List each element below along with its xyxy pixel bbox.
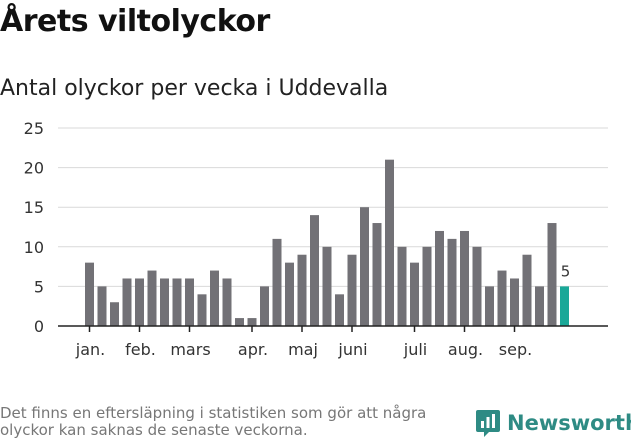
bar	[372, 223, 382, 326]
x-tick-label: juni	[337, 340, 367, 359]
x-tick-label: juli	[403, 340, 427, 359]
y-tick-label: 5	[34, 277, 44, 296]
bar	[535, 286, 544, 326]
x-axis: jan. feb. mars apr. maj juni juli aug. sep.	[58, 325, 608, 359]
bar	[85, 262, 94, 326]
y-tick-label: 15	[24, 198, 44, 217]
y-tick-label: 20	[24, 159, 44, 178]
page-title: Årets viltolyckor	[0, 4, 270, 39]
bar	[222, 278, 232, 326]
bar	[247, 318, 257, 326]
x-tick-label: sep.	[499, 340, 532, 359]
bar	[410, 262, 419, 326]
bar	[560, 286, 569, 326]
bar	[197, 294, 207, 326]
y-tick-label: 0	[34, 317, 44, 336]
bar	[397, 246, 407, 326]
footnote: Det finns en eftersläpning i statistiken…	[0, 404, 427, 439]
x-tick-label: jan.	[75, 340, 105, 359]
bar	[460, 230, 469, 326]
bar	[447, 238, 457, 326]
bar	[435, 230, 444, 326]
bar	[272, 238, 282, 326]
bar-chart: 0 5 10 15 20 25 jan. feb. mars apr. maj juni juli au…	[24, 119, 608, 359]
bar	[285, 262, 294, 326]
bar	[322, 246, 332, 326]
y-tick-label: 10	[24, 238, 44, 257]
bar	[422, 246, 432, 326]
bar	[510, 278, 519, 326]
y-axis: 0 5 10 15 20 25	[24, 119, 44, 336]
newsworthy-logo-icon	[476, 410, 500, 437]
bar	[185, 278, 194, 326]
y-tick-label: 25	[24, 119, 44, 138]
bar	[385, 159, 394, 326]
bar	[472, 246, 482, 326]
bar	[297, 254, 307, 326]
brand-logo: Newsworthy	[475, 408, 631, 438]
bar	[335, 294, 344, 326]
bar	[260, 286, 269, 326]
x-tick-label: feb.	[125, 340, 156, 359]
x-tick-label: apr.	[238, 340, 268, 359]
bar	[97, 286, 107, 326]
bar	[360, 207, 369, 326]
bar	[310, 215, 319, 326]
chart-subtitle: Antal olyckor per vecka i Uddevalla	[0, 76, 389, 101]
bar	[122, 278, 132, 326]
bar	[347, 254, 357, 326]
bar	[147, 270, 157, 326]
data-label: 5	[561, 262, 571, 280]
bar	[485, 286, 494, 326]
x-tick-label: aug.	[448, 340, 483, 359]
x-tick-label: mars	[170, 340, 210, 359]
bar	[172, 278, 182, 326]
brand-name: Newsworthy	[507, 411, 631, 435]
x-tick-label: maj	[288, 340, 318, 359]
bar	[522, 254, 532, 326]
bar	[497, 270, 507, 326]
bar	[160, 278, 169, 326]
bar	[210, 270, 219, 326]
bar	[235, 318, 244, 326]
bar	[110, 302, 119, 326]
bars	[85, 159, 569, 326]
bar	[547, 223, 557, 326]
data-labels: 5	[561, 262, 571, 280]
bar	[135, 278, 144, 326]
